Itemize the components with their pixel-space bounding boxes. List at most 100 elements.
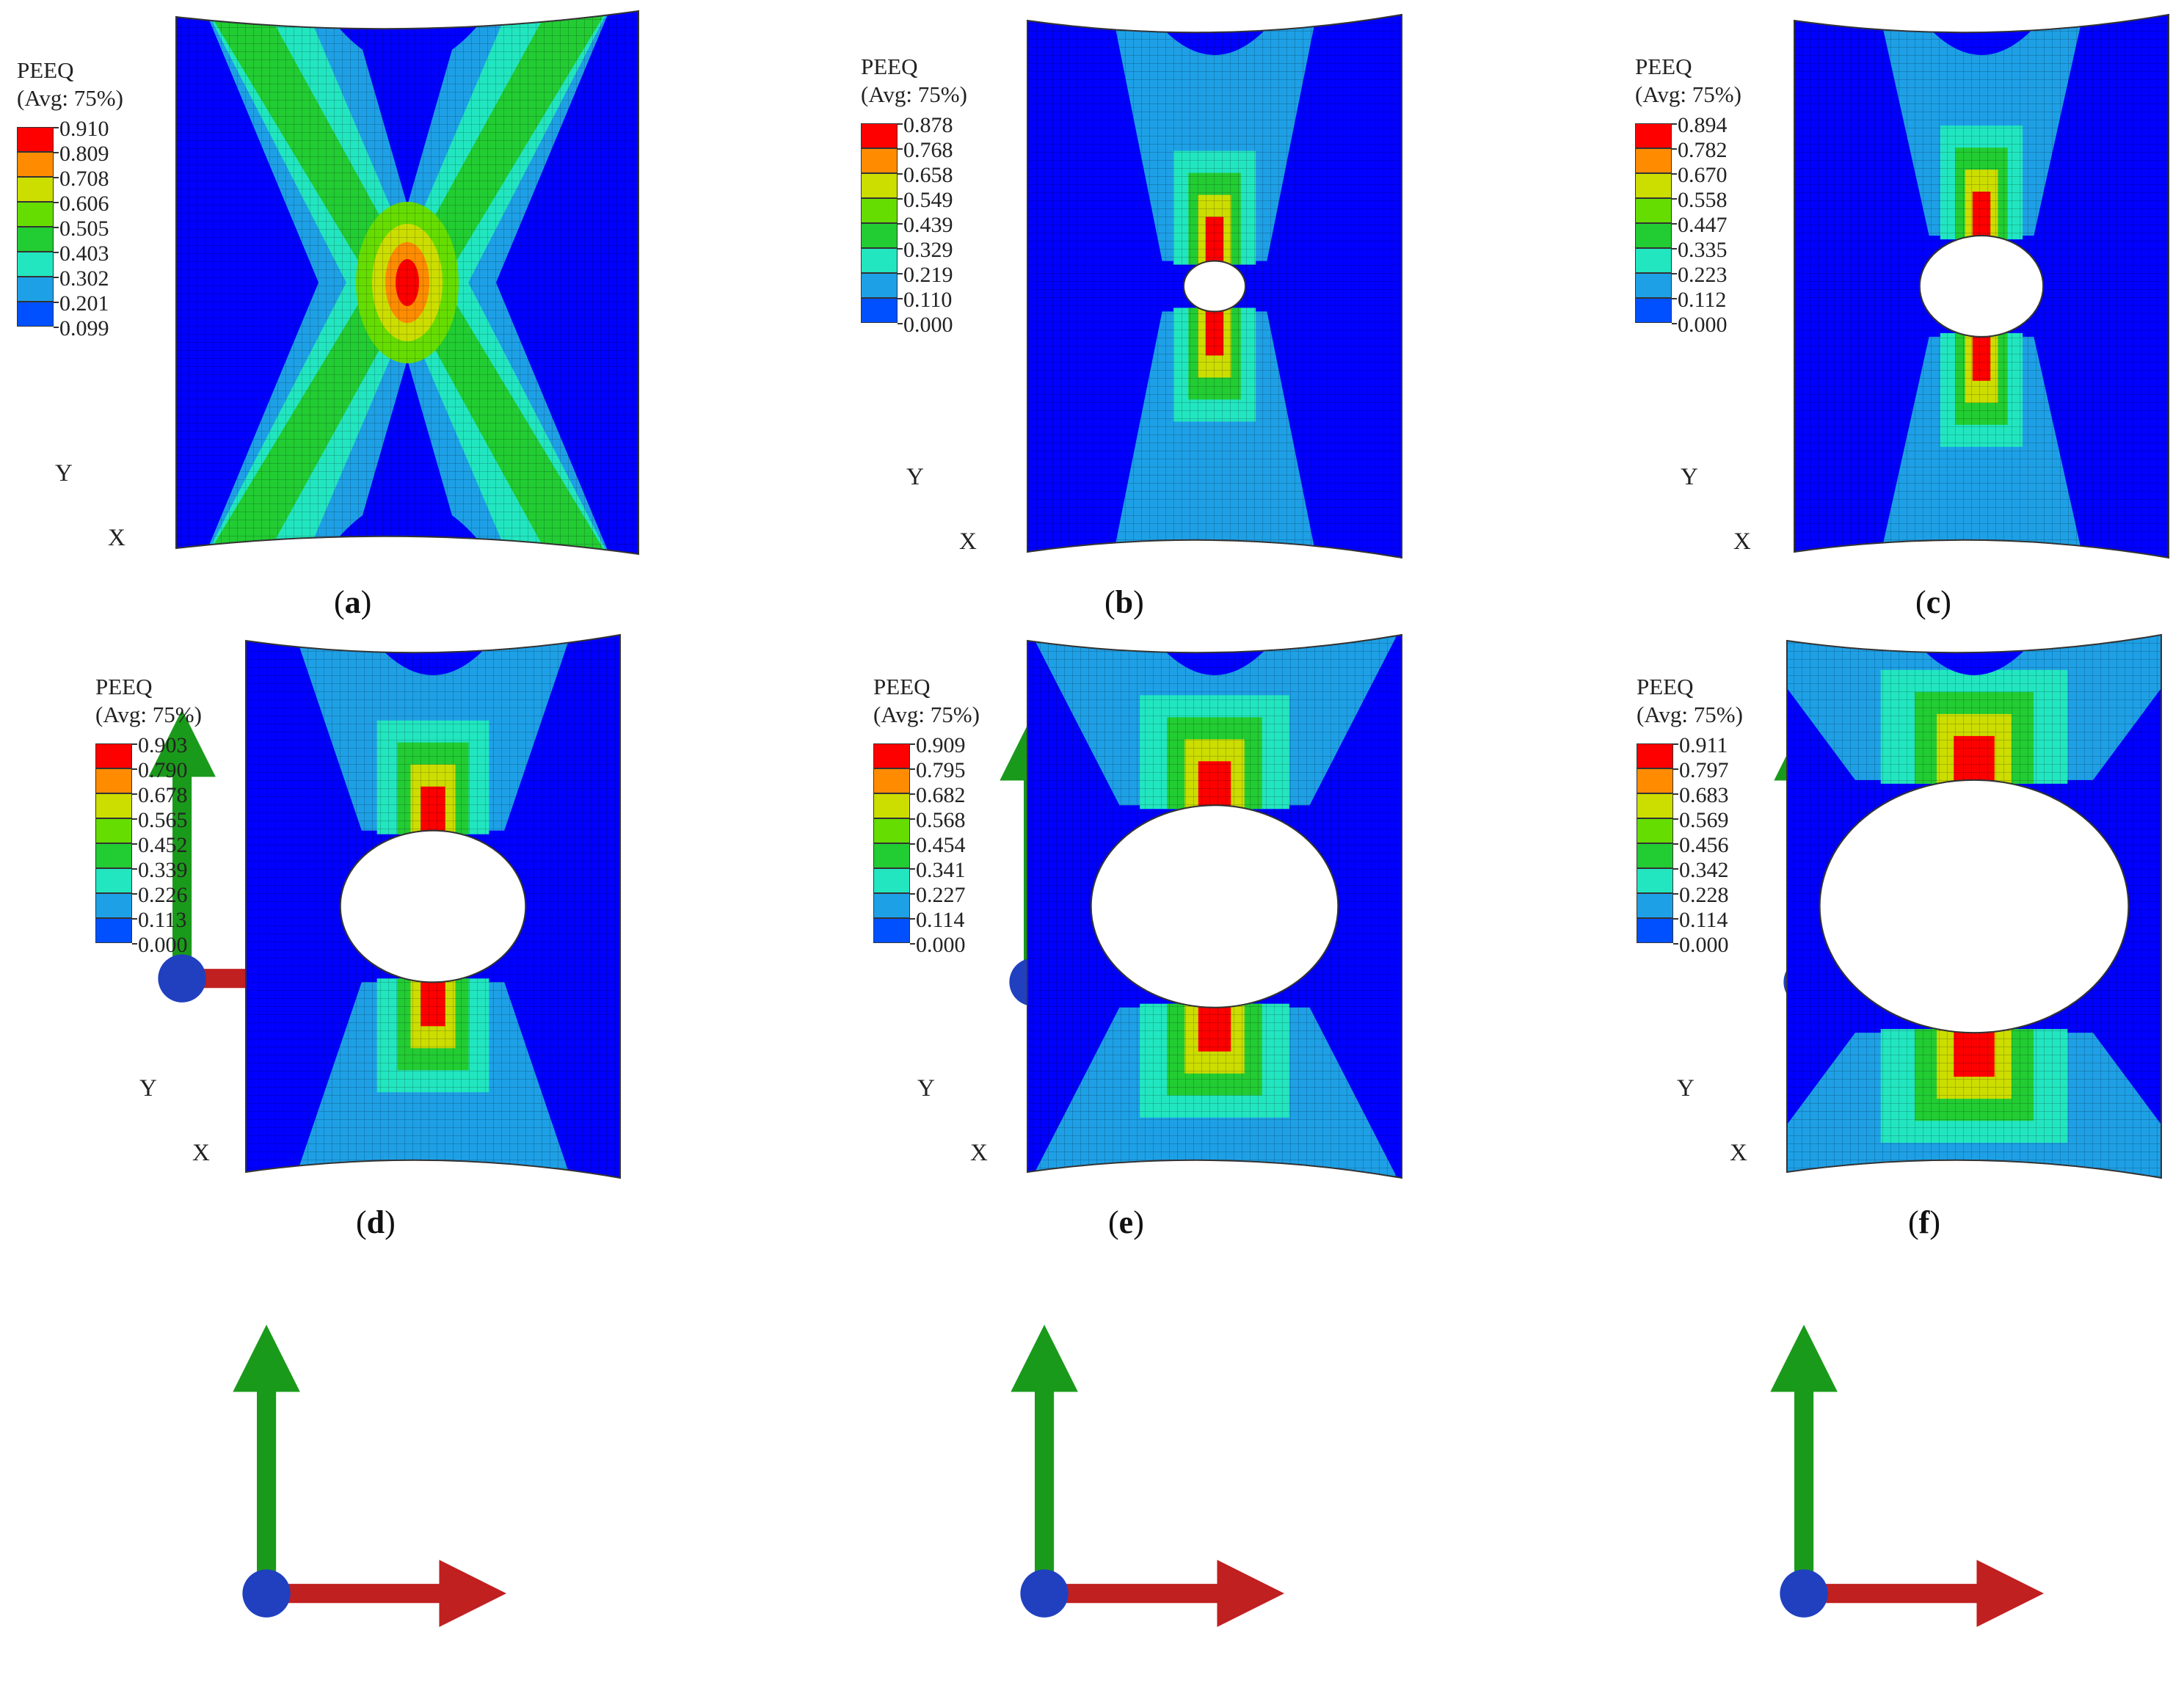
- legend-tick: [1672, 273, 1677, 274]
- legend-tick: [910, 868, 915, 870]
- legend-swatch: [861, 298, 898, 323]
- legend-subtitle: (Avg: 75%): [1637, 702, 1743, 727]
- y-axis-label: Y: [1681, 464, 1698, 490]
- axis-arrows: [1770, 1325, 2044, 1627]
- legend-subtitle: (Avg: 75%): [17, 85, 123, 111]
- legend-value: 0.568: [916, 808, 966, 832]
- legend-value: 0.228: [1679, 883, 1729, 907]
- legend-tick: [910, 743, 915, 745]
- legend-tick: [1672, 248, 1677, 250]
- x-axis-label: X: [108, 525, 125, 551]
- legend-swatch: [17, 302, 54, 327]
- legend-swatch: [873, 818, 910, 843]
- legend-tick: [54, 277, 59, 278]
- legend-swatch: [95, 793, 132, 818]
- legend-swatch: [17, 252, 54, 277]
- legend-tick: [1672, 123, 1677, 125]
- legend-value: 0.342: [1679, 858, 1729, 882]
- legend-swatch: [1637, 793, 1673, 818]
- peeq-legend: PEEQ (Avg: 75%) 0.911 0.797 0.683 0.569 0.456 0…: [1637, 673, 1743, 956]
- legend-value: 0.795: [916, 758, 966, 782]
- legend-tick: [910, 818, 915, 820]
- peeq-legend: PEEQ (Avg: 75%) 0.878 0.768 0.658 0.549 0.439 0…: [861, 53, 967, 336]
- legend-value: 0.768: [903, 138, 953, 162]
- legend-swatch: [17, 227, 54, 252]
- legend-swatch: [1635, 223, 1672, 248]
- legend-tick: [132, 893, 137, 895]
- legend-tick: [1672, 148, 1677, 150]
- panel-caption: (f): [1908, 1204, 1940, 1240]
- legend-tick: [898, 223, 903, 225]
- legend-swatch: [1635, 173, 1672, 198]
- legend-tick: [132, 843, 137, 845]
- legend-value: 0.114: [1679, 908, 1728, 932]
- legend-value: 0.569: [1679, 808, 1729, 832]
- legend-title: PEEQ: [1637, 674, 1694, 699]
- legend-value: 0.112: [1678, 288, 1727, 312]
- legend-swatch: [95, 843, 132, 868]
- legend-tick: [910, 768, 915, 770]
- legend-value: 0.682: [916, 783, 966, 807]
- x-axis-label: X: [1733, 528, 1751, 555]
- legend-tick: [898, 148, 903, 150]
- x-axis-label: X: [192, 1140, 210, 1166]
- legend-value: 0.909: [916, 733, 966, 757]
- legend-tick: [898, 198, 903, 200]
- legend-swatch: [861, 123, 898, 148]
- panel-d: PEEQ (Avg: 75%) 0.903 0.790 0.678 0.565 0.452 0…: [73, 633, 807, 1627]
- legend-swatch: [95, 743, 132, 768]
- legend-value: 0.439: [903, 213, 953, 237]
- legend-value: 0.000: [138, 933, 188, 957]
- legend-tick: [54, 152, 59, 153]
- legend-title: PEEQ: [1635, 54, 1692, 79]
- legend-tick: [54, 127, 59, 128]
- legend-value: 0.201: [59, 291, 109, 316]
- contour-plot: [1027, 633, 1402, 1179]
- x-axis-label: X: [959, 528, 977, 555]
- legend-swatch: [861, 223, 898, 248]
- legend-value: 0.302: [59, 266, 109, 291]
- legend-tick: [898, 298, 903, 299]
- legend-value: 0.549: [903, 188, 953, 212]
- legend-tick: [54, 252, 59, 253]
- legend-swatch: [95, 918, 132, 943]
- panel-caption: (e): [1108, 1204, 1144, 1240]
- legend-tick: [1673, 793, 1678, 795]
- legend-value: 0.683: [1679, 783, 1729, 807]
- legend-value: 0.797: [1679, 758, 1729, 782]
- legend-swatch: [1637, 818, 1673, 843]
- contour-plot: [1786, 633, 2162, 1179]
- y-axis-label: Y: [55, 460, 73, 487]
- contour-plot: [1027, 13, 1402, 559]
- panel-caption: (d): [356, 1204, 396, 1240]
- peeq-legend: PEEQ (Avg: 75%) 0.909 0.795 0.682 0.568 0.454 0…: [873, 673, 980, 956]
- y-axis-label: Y: [917, 1075, 935, 1102]
- legend-tick: [1673, 868, 1678, 870]
- legend-tick: [1672, 173, 1677, 175]
- legend-value: 0.790: [138, 758, 188, 782]
- legend-swatch: [861, 273, 898, 298]
- panel-caption-letter: d: [366, 1204, 385, 1240]
- legend-swatch: [873, 768, 910, 793]
- legend-tick: [132, 818, 137, 820]
- legend-value: 0.678: [138, 783, 188, 807]
- legend-value: 0.341: [916, 858, 966, 882]
- legend-title: PEEQ: [17, 57, 74, 83]
- legend-value: 0.903: [138, 733, 188, 757]
- legend-value: 0.113: [138, 908, 187, 932]
- legend-value: 0.782: [1678, 138, 1728, 162]
- panel-caption-letter: f: [1918, 1204, 1930, 1240]
- legend-swatch: [17, 127, 54, 152]
- legend-swatch: [873, 793, 910, 818]
- legend-subtitle: (Avg: 75%): [1635, 81, 1741, 107]
- legend-value: 0.000: [1678, 313, 1728, 337]
- legend-tick: [54, 177, 59, 178]
- legend-tick: [898, 173, 903, 175]
- legend-swatch: [1637, 868, 1673, 893]
- fem-figure: PEEQ (Avg: 75%) 0.910 0.809 0.708 0.606 0.505 0…: [17, 10, 2169, 1627]
- legend-swatch: [1637, 743, 1673, 768]
- legend-value: 0.505: [59, 217, 109, 241]
- panel-caption: (a): [334, 584, 372, 620]
